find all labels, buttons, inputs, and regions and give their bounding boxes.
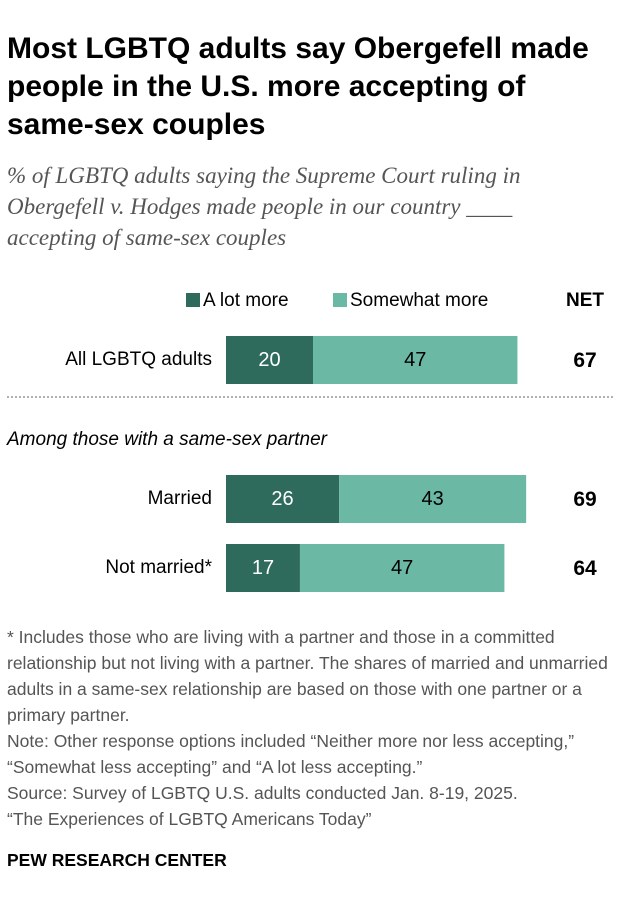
- row-label-all-lgbtq: All LGBTQ adults: [65, 349, 212, 370]
- net-header: NET: [566, 290, 604, 311]
- row-label-married: Married: [147, 488, 212, 509]
- bar-married-a-lot-more: [226, 475, 340, 523]
- bar-married-somewhat-more: [339, 475, 527, 523]
- net-value-all-lgbtq: 67: [573, 349, 597, 372]
- note: Note: Other response options included “N…: [7, 731, 575, 777]
- bar-all-lgbtq-a-lot-more: [226, 336, 313, 384]
- notes-block: * Includes those who are living with a p…: [7, 624, 613, 832]
- legend-label-somewhat-more: Somewhat more: [350, 290, 489, 311]
- legend-swatch-somewhat-more: [333, 293, 347, 307]
- chart-title: Most LGBTQ adults say Obergefell made pe…: [7, 32, 589, 141]
- row-label-not-married: Not married*: [105, 557, 212, 578]
- bar-label-all-lgbtq-a-lot-more: 20: [258, 349, 281, 371]
- net-value-not-married: 64: [573, 557, 597, 580]
- bar-label-not-married-somewhat-more: 47: [391, 557, 414, 579]
- legend-label-a-lot-more: A lot more: [203, 290, 289, 311]
- bar-all-lgbtq-somewhat-more: [313, 336, 518, 384]
- footnote: * Includes those who are living with a p…: [7, 627, 608, 725]
- bar-chart: [226, 336, 527, 592]
- bar-label-all-lgbtq-somewhat-more: 47: [404, 349, 427, 371]
- bar-not-married-somewhat-more: [299, 544, 505, 592]
- section-label: Among those with a same-sex partner: [7, 429, 327, 450]
- report-title: “The Experiences of LGBTQ Americans Toda…: [7, 809, 372, 829]
- footer-logo: PEW RESEARCH CENTER: [7, 850, 227, 870]
- chart-subtitle: % of LGBTQ adults saying the Supreme Cou…: [7, 163, 521, 250]
- divider: [7, 396, 613, 398]
- bar-label-married-a-lot-more: 26: [271, 488, 294, 510]
- legend-swatch-a-lot-more: [186, 293, 200, 307]
- bar-label-not-married-a-lot-more: 17: [251, 557, 275, 579]
- source: Source: Survey of LGBTQ U.S. adults cond…: [7, 783, 518, 803]
- bar-label-married-somewhat-more: 43: [421, 488, 444, 510]
- bar-not-married-a-lot-more: [226, 544, 300, 592]
- net-value-married: 69: [573, 488, 597, 511]
